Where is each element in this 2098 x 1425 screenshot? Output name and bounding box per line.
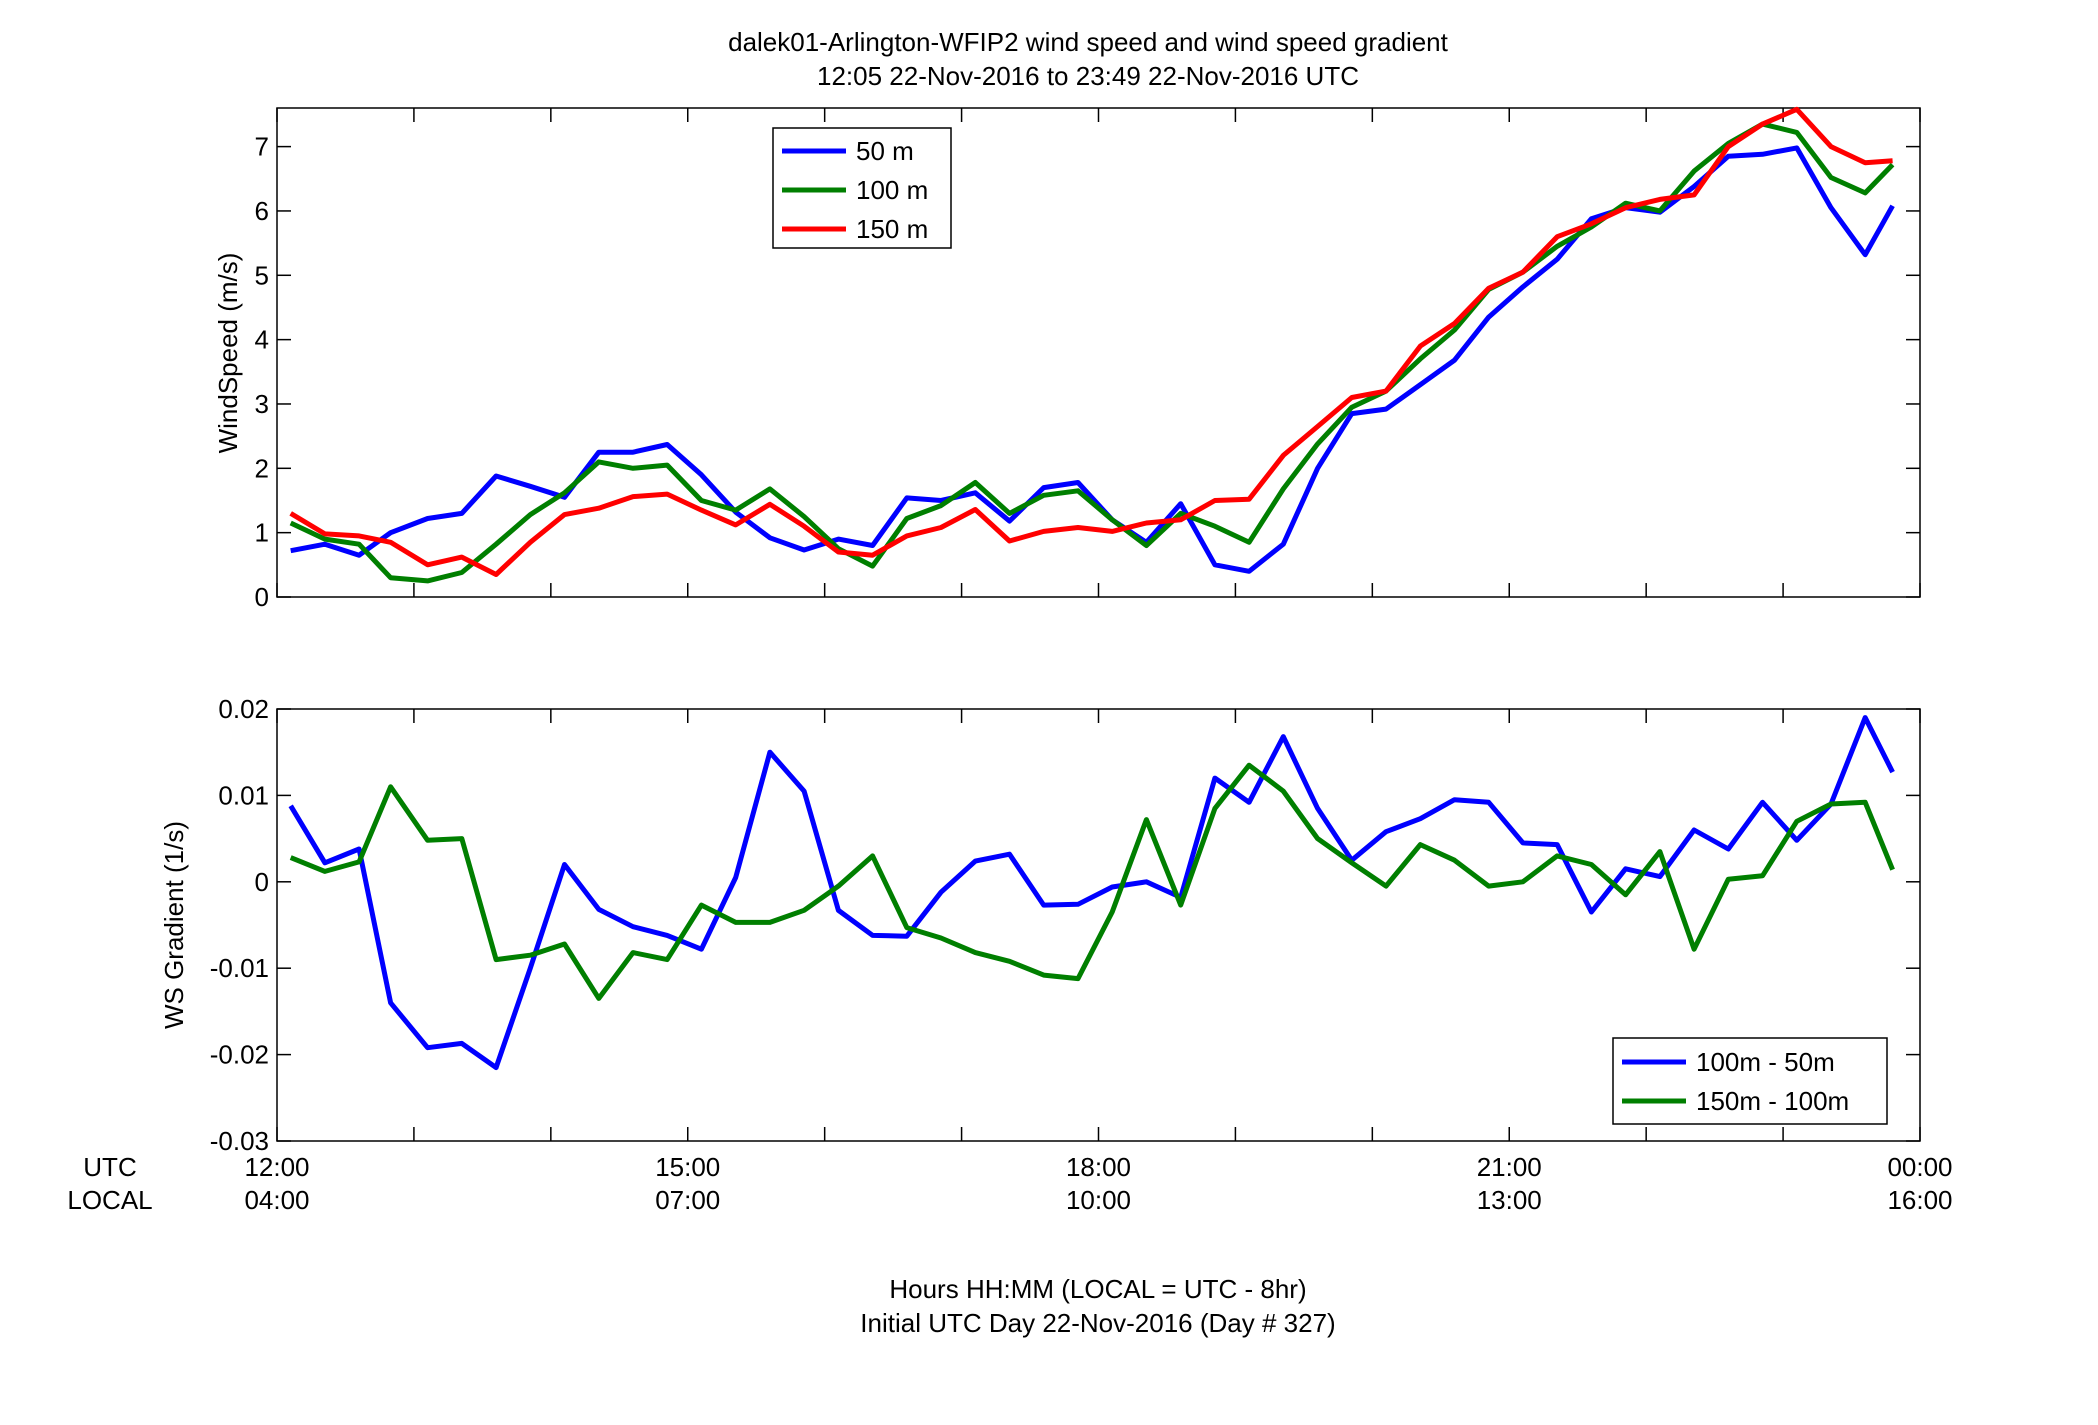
chart-title: dalek01-Arlington-WFIP2 wind speed and w… <box>728 27 1449 57</box>
gradient-series-2-line <box>289 762 1895 1001</box>
windspeed-series-3-line <box>289 106 1893 577</box>
windspeed-x-ticks <box>276 108 1921 597</box>
gradient-y-ticks: -0.03 -0.02 -0.01 0 0.01 0.02 <box>210 694 1920 1156</box>
x-tick-label-utc: 15:00 <box>655 1152 720 1182</box>
gradient-ytick-label: 0 <box>255 867 269 897</box>
windspeed-ytick-label: 0 <box>255 582 269 612</box>
windspeed-plot-area <box>276 107 1921 598</box>
x-tick-label-utc: 12:00 <box>244 1152 309 1182</box>
x-tick-label-utc: 21:00 <box>1477 1152 1542 1182</box>
x-axis-sublabel: Initial UTC Day 22-Nov-2016 (Day # 327) <box>860 1308 1335 1338</box>
windspeed-ytick-label: 3 <box>255 389 269 419</box>
x-tick-label-local: 04:00 <box>244 1185 309 1215</box>
windspeed-ytick-label: 7 <box>255 132 269 162</box>
windspeed-series <box>289 106 1895 584</box>
x-tick-label-local: 13:00 <box>1477 1185 1542 1215</box>
windspeed-ytick-label: 4 <box>255 325 269 355</box>
x-row-label-utc: UTC <box>83 1152 136 1182</box>
windspeed-y-ticks: 0 1 2 3 4 5 6 7 <box>255 132 1920 612</box>
windspeed-ytick-label: 5 <box>255 260 269 290</box>
gradient-ytick-label: 0.02 <box>218 694 269 724</box>
gradient-legend-box <box>1612 1037 1888 1125</box>
x-axis-label: Hours HH:MM (LOCAL = UTC - 8hr) <box>889 1274 1306 1304</box>
legend-label-150m-100m: 150m - 100m <box>1696 1086 1849 1116</box>
x-tick-label-local: 07:00 <box>655 1185 720 1215</box>
x-tick-label-local: 10:00 <box>1066 1185 1131 1215</box>
x-row-label-local: LOCAL <box>67 1185 152 1215</box>
gradient-y-axis-label: WS Gradient (1/s) <box>159 821 189 1029</box>
legend-label-100m-50m: 100m - 50m <box>1696 1047 1835 1077</box>
gradient-ytick-label: -0.01 <box>210 953 269 983</box>
windspeed-legend: 50 m 100 m 150 m <box>772 127 952 249</box>
x-tick-label-local: 16:00 <box>1887 1185 1952 1215</box>
x-tick-label-utc: 18:00 <box>1066 1152 1131 1182</box>
legend-label-150m: 150 m <box>856 214 928 244</box>
gradient-ytick-label: -0.02 <box>210 1040 269 1070</box>
gradient-ytick-label: 0.01 <box>218 780 269 810</box>
gradient-panel: -0.03 -0.02 -0.01 0 0.01 0.02 WS Gradient (1/… <box>159 694 1921 1156</box>
gradient-legend: 100m - 50m 150m - 100m <box>1612 1037 1888 1125</box>
gradient-ytick-label: -0.03 <box>210 1126 269 1156</box>
legend-label-50m: 50 m <box>856 136 914 166</box>
x-tick-label-utc: 00:00 <box>1887 1152 1952 1182</box>
chart-subtitle: 12:05 22-Nov-2016 to 23:49 22-Nov-2016 U… <box>817 61 1359 91</box>
windspeed-ytick-label: 2 <box>255 453 269 483</box>
windspeed-ytick-label: 6 <box>255 196 269 226</box>
windspeed-y-axis-label: WindSpeed (m/s) <box>213 253 243 454</box>
gradient-series-1-line <box>288 715 1895 1071</box>
windspeed-panel: 0 1 2 3 4 5 6 7 WindSpeed (m/s) 50 m 100 m 150 … <box>213 106 1921 612</box>
gradient-x-ticks <box>276 709 1921 1141</box>
legend-label-100m: 100 m <box>856 175 928 205</box>
windspeed-ytick-label: 1 <box>255 518 269 548</box>
gradient-series <box>288 715 1895 1071</box>
